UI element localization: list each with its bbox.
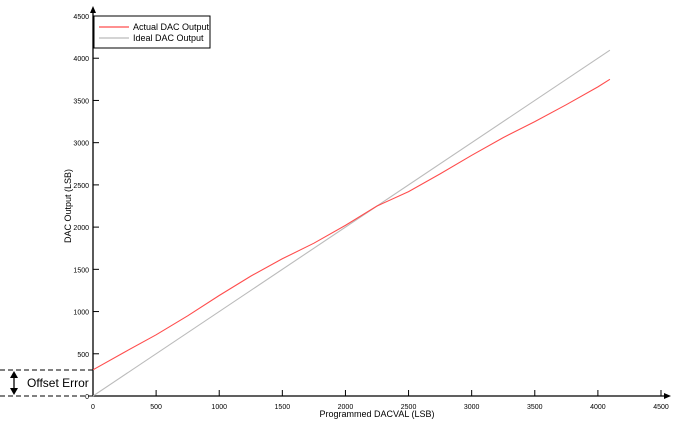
y-axis-label: DAC Output (LSB) bbox=[63, 169, 73, 243]
y-tick-label: 3000 bbox=[73, 141, 89, 148]
y-tick-label: 4000 bbox=[73, 56, 89, 63]
x-tick-label: 4000 bbox=[590, 404, 606, 411]
x-axis-label: Programmed DACVAL (LSB) bbox=[319, 409, 434, 419]
legend-label-actual: Actual DAC Output bbox=[133, 22, 210, 32]
x-tick-label: 500 bbox=[150, 404, 162, 411]
x-tick-label: 1500 bbox=[275, 404, 291, 411]
x-tick-label: 1000 bbox=[211, 404, 227, 411]
x-tick-label: 2000 bbox=[338, 404, 354, 411]
series-group bbox=[92, 49, 611, 397]
offset-error-label: Offset Error bbox=[27, 376, 89, 390]
y-tick-label: 2500 bbox=[73, 183, 89, 190]
series-line-actual-dac-output bbox=[92, 78, 611, 371]
x-axis-arrow-icon bbox=[664, 393, 671, 399]
y-tick-label: 1500 bbox=[73, 267, 89, 274]
offset-arrow-down-icon bbox=[10, 388, 18, 395]
y-tick-label: 2000 bbox=[73, 225, 89, 232]
y-tick-label: 500 bbox=[77, 352, 89, 359]
axes: 0 500 1000 1500 2000 2500 3000 3500 4000 4500 0 500… bbox=[73, 6, 671, 411]
y-tick-label: 3500 bbox=[73, 98, 89, 105]
y-tick-label: 1000 bbox=[73, 310, 89, 317]
legend-label-ideal: Ideal DAC Output bbox=[133, 33, 204, 43]
series-line-ideal-dac-output bbox=[92, 49, 611, 397]
y-tick-label: 4500 bbox=[73, 14, 89, 21]
y-tick-label: 0 bbox=[85, 394, 89, 401]
legend: Actual DAC Output Ideal DAC Output bbox=[93, 15, 211, 49]
offset-arrow-up-icon bbox=[10, 371, 18, 378]
y-axis-arrow-icon bbox=[90, 6, 96, 13]
x-tick-label: 3500 bbox=[527, 404, 543, 411]
x-tick-label: 4500 bbox=[653, 404, 669, 411]
legend-box bbox=[93, 15, 211, 49]
x-tick-label: 3000 bbox=[464, 404, 480, 411]
x-tick-label: 2500 bbox=[401, 404, 417, 411]
x-tick-label: 0 bbox=[91, 404, 95, 411]
offset-error-annotation: Offset Error bbox=[0, 369, 93, 397]
